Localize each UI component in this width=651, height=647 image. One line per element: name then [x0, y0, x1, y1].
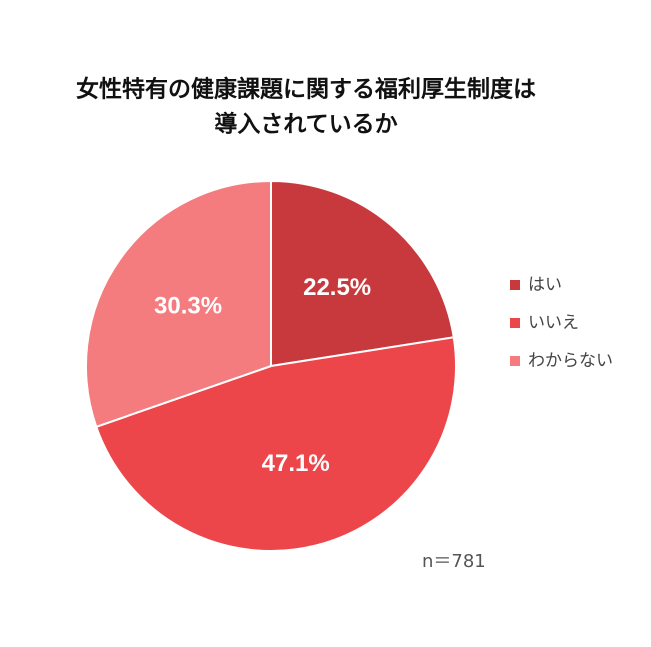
value-label: 30.3%: [154, 292, 222, 319]
legend-swatch: [510, 280, 520, 290]
pie-slice: [85, 179, 272, 429]
value-label: 22.5%: [303, 274, 371, 301]
legend-label: はい: [528, 275, 562, 295]
pie-slice: [95, 336, 457, 552]
legend-label: いいえ: [528, 313, 579, 333]
annotation: n＝781: [422, 551, 486, 572]
chart-title: 女性特有の健康課題に関する福利厚生制度は: [76, 76, 536, 103]
legend-label: わからない: [528, 351, 613, 371]
legend-swatch: [510, 356, 520, 366]
legend-swatch: [510, 318, 520, 328]
value-label: 47.1%: [262, 450, 330, 477]
chart-title: 導入されているか: [214, 111, 397, 138]
pie-slice: [270, 179, 455, 368]
